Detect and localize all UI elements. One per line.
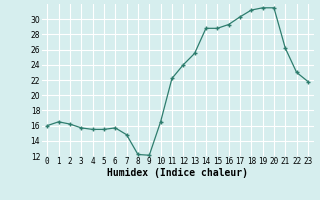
X-axis label: Humidex (Indice chaleur): Humidex (Indice chaleur) bbox=[107, 168, 248, 178]
